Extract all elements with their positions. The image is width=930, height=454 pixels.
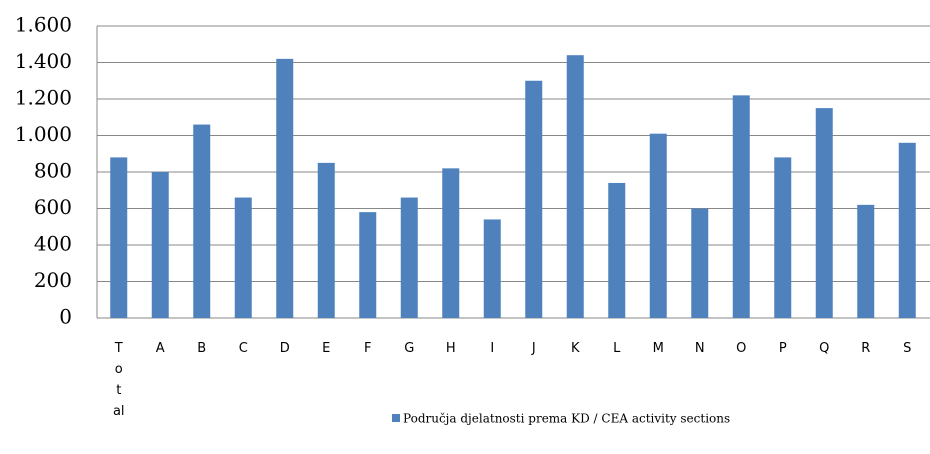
bar xyxy=(234,197,252,318)
bar xyxy=(649,133,667,318)
bar xyxy=(898,142,916,318)
x-tick-label: H xyxy=(445,341,456,356)
x-tick-label: D xyxy=(279,341,290,356)
x-tick-label: Q xyxy=(819,341,830,356)
bar xyxy=(566,55,584,318)
legend-label: Područja djelatnosti prema KD / CEA acti… xyxy=(403,412,730,426)
x-tick-label: E xyxy=(322,341,331,356)
x-tick-label: P xyxy=(778,341,787,356)
y-tick-label: 800 xyxy=(34,159,72,183)
bar xyxy=(151,172,169,318)
bar xyxy=(442,168,460,318)
bar xyxy=(815,108,833,318)
y-tick-label: 1.000 xyxy=(15,122,72,146)
x-tick-label: I xyxy=(490,341,495,356)
bar xyxy=(359,212,377,318)
x-tick-label: M xyxy=(652,341,664,356)
y-tick-label: 1.400 xyxy=(15,49,72,73)
x-tick-label: S xyxy=(903,341,912,356)
x-tick-label: G xyxy=(404,341,415,356)
bar xyxy=(193,124,211,318)
y-tick-label: 400 xyxy=(34,232,72,256)
x-tick-label: K xyxy=(570,341,580,356)
legend-swatch xyxy=(392,414,400,422)
y-tick-label: 200 xyxy=(34,268,72,292)
bar xyxy=(276,58,294,318)
bar xyxy=(525,80,543,318)
x-tick-label: J xyxy=(531,341,536,356)
x-tick-label: B xyxy=(197,341,207,356)
x-tick-label: N xyxy=(694,341,705,356)
bar xyxy=(608,182,626,318)
x-tick-label: A xyxy=(155,341,165,356)
y-tick-label: 1.600 xyxy=(15,13,72,37)
bar xyxy=(317,162,335,318)
x-tick-label: R xyxy=(861,341,871,356)
x-tick-label: L xyxy=(613,341,621,356)
bar xyxy=(774,157,792,318)
x-tick-label: F xyxy=(364,341,372,356)
x-tick-label: Total xyxy=(112,341,125,419)
bar xyxy=(400,197,418,318)
bar xyxy=(857,204,875,318)
bar xyxy=(483,219,501,318)
x-tick-label: C xyxy=(238,341,248,356)
y-tick-label: 0 xyxy=(59,305,72,329)
y-tick-label: 600 xyxy=(34,195,72,219)
bar xyxy=(691,208,709,318)
bar xyxy=(732,95,750,318)
x-tick-label: O xyxy=(736,341,747,356)
bar xyxy=(110,157,128,318)
y-tick-label: 1.200 xyxy=(15,86,72,110)
